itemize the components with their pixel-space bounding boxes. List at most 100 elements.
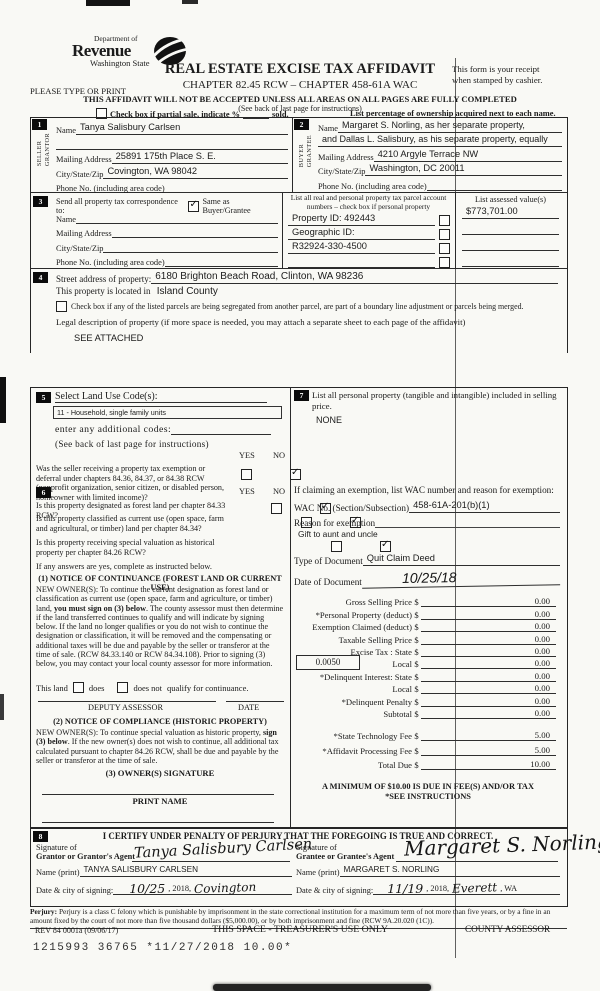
fee-row-personal-prop: *Personal Property (deduct) $0.00 <box>294 607 556 620</box>
qualify-label: qualify for continuance. <box>167 682 249 693</box>
section-3-badge: 3 <box>33 196 48 207</box>
page-title: REAL ESTATE EXCISE TAX AFFIDAVIT <box>164 61 436 77</box>
deputy-assessor-label: DEPUTY ASSESSOR <box>88 703 164 712</box>
grantee-signing-state: , WA <box>500 884 518 893</box>
same-as-buyer-label: Same as Buyer/Grantee <box>202 197 251 215</box>
street-address-label: Street address of property: <box>56 274 152 284</box>
no-header: NO <box>273 451 286 460</box>
parcel-personal-checkbox[interactable] <box>439 229 450 241</box>
does-not-checkbox[interactable] <box>117 682 129 693</box>
reason-field[interactable] <box>375 515 560 528</box>
seller-name-label: Name <box>56 126 76 135</box>
parcel-personal-checkbox[interactable] <box>439 243 450 255</box>
fee-row-total-due: Total Due $10.00 <box>294 758 556 771</box>
fee-row-processing-fee: *Affidavit Processing Fee $5.00 <box>294 743 556 756</box>
section-2-badge: 2 <box>294 119 309 130</box>
grantee-signing-year: , 2018, <box>426 884 450 893</box>
parcel-personal-checkbox[interactable] <box>439 215 450 227</box>
forest-no-checkbox[interactable] <box>320 501 331 514</box>
see-instructions-note: *SEE INSTRUCTIONS <box>385 792 471 801</box>
section-7-badge: 7 <box>294 390 309 401</box>
owners-signature-line[interactable] <box>42 785 274 795</box>
located-in-label: This property is located in <box>56 286 151 296</box>
additional-codes-label: enter any additional codes: <box>55 424 172 435</box>
buyer-phone-field[interactable] <box>426 178 562 191</box>
see-back-note: (See back of last page for instructions) <box>238 103 362 113</box>
scan-artifact <box>0 377 6 423</box>
fee-row-excise-local: 0.0050 Local $0.00 <box>294 654 556 670</box>
deputy-date-label: DATE <box>238 703 260 712</box>
section-4-badge: 4 <box>33 272 48 283</box>
exemption-yes-checkbox[interactable] <box>241 469 252 480</box>
same-as-buyer-checkbox[interactable] <box>188 199 200 212</box>
local-rate-box: 0.0050 <box>296 654 360 670</box>
seller-address-label: Mailing Address <box>56 155 112 164</box>
buyer-phone-label: Phone No. (including area code) <box>318 181 427 191</box>
assessed-value-field[interactable] <box>462 254 559 267</box>
doc-date-value: 10/25/18 <box>361 567 561 589</box>
header-warning: THIS AFFIDAVIT WILL NOT BE ACCEPTED UNLE… <box>83 94 517 104</box>
fee-row-tech-fee: *State Technology Fee $5.00 <box>294 729 556 742</box>
grantor-agent-label: Grantor or Grantor's Agent <box>36 852 136 861</box>
yes-header: YES <box>239 487 255 496</box>
corr-phone-field[interactable] <box>164 254 278 267</box>
assessed-value-field[interactable] <box>462 238 559 251</box>
print-name-line[interactable] <box>42 813 274 823</box>
deputy-assessor-signature-line[interactable] <box>38 692 216 702</box>
reason-value: Gift to aunt and uncle <box>298 529 378 539</box>
fee-row-exemption: Exemption Claimed (deduct) $0.00 <box>294 620 556 633</box>
parcel-field[interactable] <box>288 255 435 269</box>
seller-phone-label: Phone No. (including area code) <box>56 184 165 193</box>
segregated-checkbox[interactable] <box>56 301 67 312</box>
personal-property-value: NONE <box>316 415 343 425</box>
seller-phone-field[interactable] <box>164 180 288 193</box>
parcel-personal-checkbox[interactable] <box>439 257 450 269</box>
buyer-name-value: Margaret S. Norling, as her separate pro… <box>338 120 562 133</box>
corr-csz-field[interactable] <box>103 240 278 253</box>
scan-artifact <box>182 0 198 4</box>
if-any-note: If any answers are yes, complete as inst… <box>36 562 212 571</box>
notice-compliance-body: NEW OWNER(S): To continue special valuat… <box>36 728 279 765</box>
corr-name-field[interactable] <box>76 211 278 224</box>
buyer-section: 2 BUYER GRANTEE Name Margaret S. Norling… <box>292 117 566 192</box>
doc-date-label: Date of Document <box>294 577 362 587</box>
current-use-no-checkbox[interactable] <box>350 515 361 528</box>
scan-smudge <box>213 984 431 991</box>
yes-header: YES <box>239 451 255 460</box>
minimum-fee-note: A MINIMUM OF $10.00 IS DUE IN FEE(S) AND… <box>321 782 535 791</box>
parcel-header: List all real and personal property tax … <box>290 193 447 211</box>
seller-name-extra-field[interactable] <box>56 137 288 150</box>
historic-no-checkbox[interactable] <box>380 539 391 552</box>
current-use-yes-checkbox[interactable] <box>301 517 312 528</box>
partial-sale-percent-field[interactable] <box>243 109 270 119</box>
fee-row-gross: Gross Selling Price $0.00 <box>294 595 556 608</box>
personal-property-section: 7 List all personal property (tangible a… <box>290 387 566 827</box>
seller-name-value: Tanya Salisbury Carlsen <box>76 122 288 135</box>
parcel-value: R32924-330-4500 <box>288 241 435 255</box>
segregated-label: Check box if any of the listed parcels a… <box>71 302 524 311</box>
historic-yes-checkbox[interactable] <box>331 541 342 552</box>
assessed-value-field[interactable] <box>462 222 559 235</box>
seller-address-value: 25891 175th Place S. E. <box>111 151 288 164</box>
corr-address-label: Mailing Address <box>56 229 112 238</box>
please-type-note: PLEASE TYPE OR PRINT <box>30 86 127 96</box>
partial-sale-checkbox[interactable] <box>96 108 107 119</box>
land-use-code-box[interactable]: 11 - Household, single family units <box>53 406 282 419</box>
buyer-name-value-2: and Dallas L. Salisbury, as his separate… <box>318 134 562 147</box>
corr-address-field[interactable] <box>111 225 278 238</box>
buyer-name-label: Name <box>318 124 338 133</box>
additional-codes-field[interactable] <box>171 424 272 435</box>
exemption-no-checkbox[interactable] <box>290 467 301 480</box>
corr-csz-label: City/State/Zip <box>56 243 104 253</box>
seller-csz-label: City/State/Zip <box>56 169 104 179</box>
notice-continuance-body: NEW OWNER(S): To continue the current de… <box>36 585 284 669</box>
buyer-side-label: BUYER GRANTEE <box>298 135 313 168</box>
grantor-signing-city: Covington <box>193 879 257 897</box>
seller-csz-value: Covington, WA 98042 <box>103 166 288 179</box>
reason-label: Reason for exemption <box>294 518 376 528</box>
partial-sale-suffix: sold. <box>272 110 289 119</box>
does-checkbox[interactable] <box>72 682 84 693</box>
deputy-date-line[interactable] <box>226 692 284 702</box>
forest-yes-checkbox[interactable] <box>271 503 282 514</box>
qualify-row: This land does does not qualify for cont… <box>36 682 248 693</box>
